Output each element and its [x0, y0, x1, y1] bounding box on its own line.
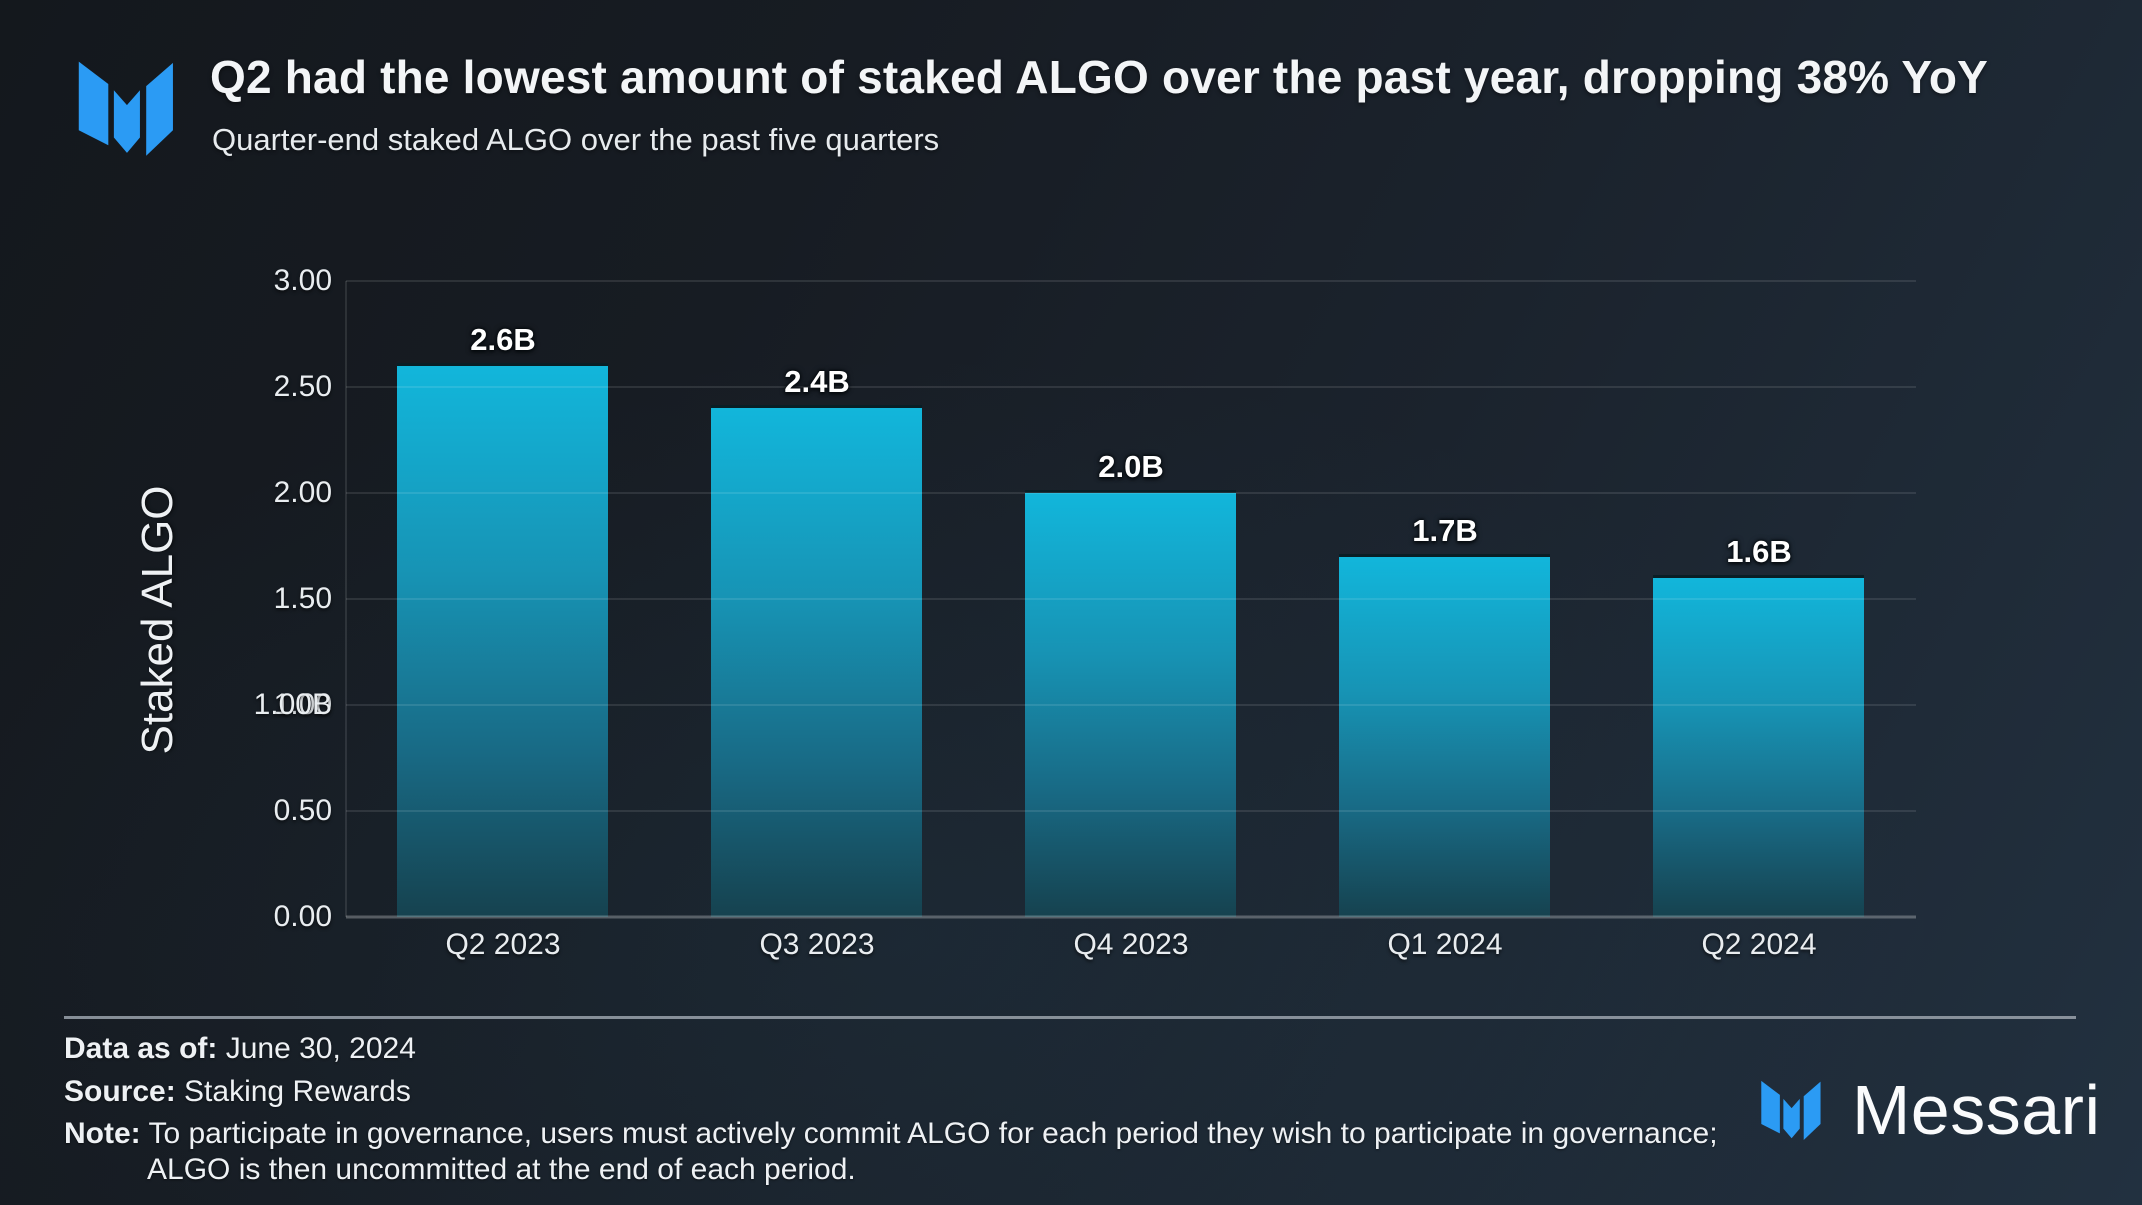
bar-q3-2023 — [711, 405, 923, 917]
note-text-2: ALGO is then uncommitted at the end of e… — [147, 1153, 856, 1186]
messari-brand-lockup: Messari — [1752, 1068, 2101, 1152]
messari-wordmark: Messari — [1852, 1071, 2101, 1149]
y-axis-tick-labels: 3.00 2.50 2.00 1.50 1.00 0.50 0.00 1.00B — [0, 264, 332, 933]
y-tick-label: 2.50 — [273, 370, 332, 403]
data-as-of-line: Data as of: June 30, 2024 — [64, 1032, 416, 1066]
x-tick-label: Q4 2023 — [1073, 928, 1189, 961]
source-line: Source: Staking Rewards — [64, 1075, 411, 1109]
x-tick-label: Q2 2024 — [1701, 928, 1817, 961]
bar-q2-2024 — [1653, 574, 1865, 917]
bar-q1-2024 — [1339, 553, 1551, 917]
y-tick-label: 0.50 — [273, 794, 332, 827]
bars-layer — [346, 281, 1916, 917]
x-tick-label: Q3 2023 — [759, 928, 875, 961]
source-value: Staking Rewards — [184, 1075, 411, 1108]
y-tick-label: 1.00 — [273, 688, 332, 721]
y-tick-label: 0.00 — [273, 900, 332, 933]
footer-divider — [64, 1016, 2076, 1019]
note-line-2: ALGO is then uncommitted at the end of e… — [147, 1153, 856, 1187]
page-title: Q2 had the lowest amount of staked ALGO … — [210, 51, 1989, 103]
y-tick-label: 1.50 — [273, 582, 332, 615]
y-tick-label: 3.00 — [273, 264, 332, 297]
y-axis-overlap-label: 1.00B — [253, 688, 332, 721]
bar-q2-2023 — [397, 362, 609, 917]
x-tick-label: Q2 2023 — [445, 928, 561, 961]
bar-chart-plot-area: 2.6B 2.4B 2.0B 1.7B 1.6B — [345, 280, 1916, 919]
source-label: Source: — [64, 1075, 176, 1108]
note-text-1: To participate in governance, users must… — [148, 1117, 1718, 1150]
note-label: Note: — [64, 1117, 141, 1150]
data-as-of-label: Data as of: — [64, 1032, 218, 1065]
x-tick-label: Q1 2024 — [1387, 928, 1503, 961]
bar-q4-2023 — [1025, 490, 1237, 917]
y-tick-label: 2.00 — [273, 476, 332, 509]
page-subtitle: Quarter-end staked ALGO over the past fi… — [212, 122, 940, 157]
messari-logo-icon — [78, 61, 173, 156]
messari-logo-icon-footer — [1761, 1080, 1821, 1141]
data-as-of-value: June 30, 2024 — [225, 1032, 416, 1065]
note-line-1: Note: To participate in governance, user… — [64, 1117, 1718, 1151]
x-axis-tick-labels: Q2 2023 Q3 2023 Q4 2023 Q1 2024 Q2 2024 — [346, 928, 1916, 970]
